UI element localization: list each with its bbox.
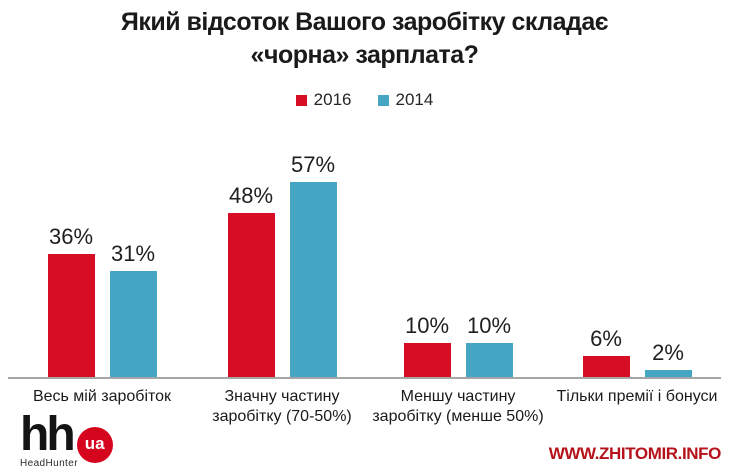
bar-value-label-2014-group-3: 10% xyxy=(466,313,512,338)
bar-value-label-2016-group-2: 48% xyxy=(228,183,274,208)
bar-value-label-2016-group-3: 10% xyxy=(404,313,450,338)
legend-swatch-2016 xyxy=(295,94,307,106)
bar-value-label-2014-group-2: 57% xyxy=(290,152,336,177)
category-label-4: Тільки премії і бонуси xyxy=(556,388,718,405)
headhunter-hh-text: hh xyxy=(20,408,76,461)
headhunter-ua-badge: ua xyxy=(76,427,113,463)
bar-group-4: 6% 2% xyxy=(547,0,727,377)
bar-2016-group-2 xyxy=(227,213,275,377)
bar-group-3: 10% 10% xyxy=(368,0,548,377)
bar-2016-group-1 xyxy=(47,254,95,377)
bar-group-2: 48% 57% xyxy=(192,0,372,377)
bar-value-label-2014-group-4: 2% xyxy=(652,340,684,365)
bar-col-2016-group-4: 6% xyxy=(582,326,630,377)
legend-item-2014: 2014 xyxy=(377,90,434,110)
bar-col-2016-group-3: 10% xyxy=(403,313,451,377)
bar-value-label-2014-group-1: 31% xyxy=(110,241,156,266)
bar-col-2014-group-1: 31% xyxy=(109,241,157,377)
category-label-1: Весь мій заробіток xyxy=(32,388,172,405)
bar-2016-group-3 xyxy=(403,343,451,377)
bar-2014-group-3 xyxy=(465,343,513,377)
chart-title-line2: «чорна» зарплата? xyxy=(250,41,479,69)
legend-label-2016: 2016 xyxy=(313,90,352,109)
bar-2014-group-2 xyxy=(289,182,337,377)
bar-group-1: 36% 31% xyxy=(12,0,192,377)
bar-2014-group-4 xyxy=(644,370,692,377)
category-label-2: Значну частину заробітку (70-50%) xyxy=(212,388,352,425)
bar-value-label-2016-group-1: 36% xyxy=(48,224,94,249)
chart-title: Який відсоток Вашого заробітку складає «… xyxy=(0,6,729,72)
legend-swatch-2014 xyxy=(377,94,389,106)
zhitomir-watermark: WWW.ZHITOMIR.INFO xyxy=(548,444,722,463)
bar-2016-group-4 xyxy=(582,356,630,377)
category-label-3: Меншу частину заробітку (менше 50%) xyxy=(372,388,544,425)
bar-col-2014-group-4: 2% xyxy=(644,340,692,377)
headhunter-logo: hh ua HeadHunter xyxy=(20,408,140,469)
x-axis-line xyxy=(8,377,721,379)
headhunter-logo-subtext: HeadHunter xyxy=(20,458,78,469)
legend-label-2014: 2014 xyxy=(395,90,434,109)
bar-value-label-2016-group-4: 6% xyxy=(590,326,622,351)
legend-item-2016: 2016 xyxy=(295,90,352,110)
bar-col-2016-group-1: 36% xyxy=(47,224,95,377)
headhunter-logo-row: hh ua xyxy=(20,408,140,463)
bar-2014-group-1 xyxy=(109,271,157,377)
bar-col-2014-group-2: 57% xyxy=(289,152,337,377)
legend: 2016 2014 xyxy=(0,90,729,110)
bar-col-2016-group-2: 48% xyxy=(227,183,275,377)
chart-title-line1: Який відсоток Вашого заробітку складає xyxy=(120,8,609,36)
bar-col-2014-group-3: 10% xyxy=(465,313,513,377)
